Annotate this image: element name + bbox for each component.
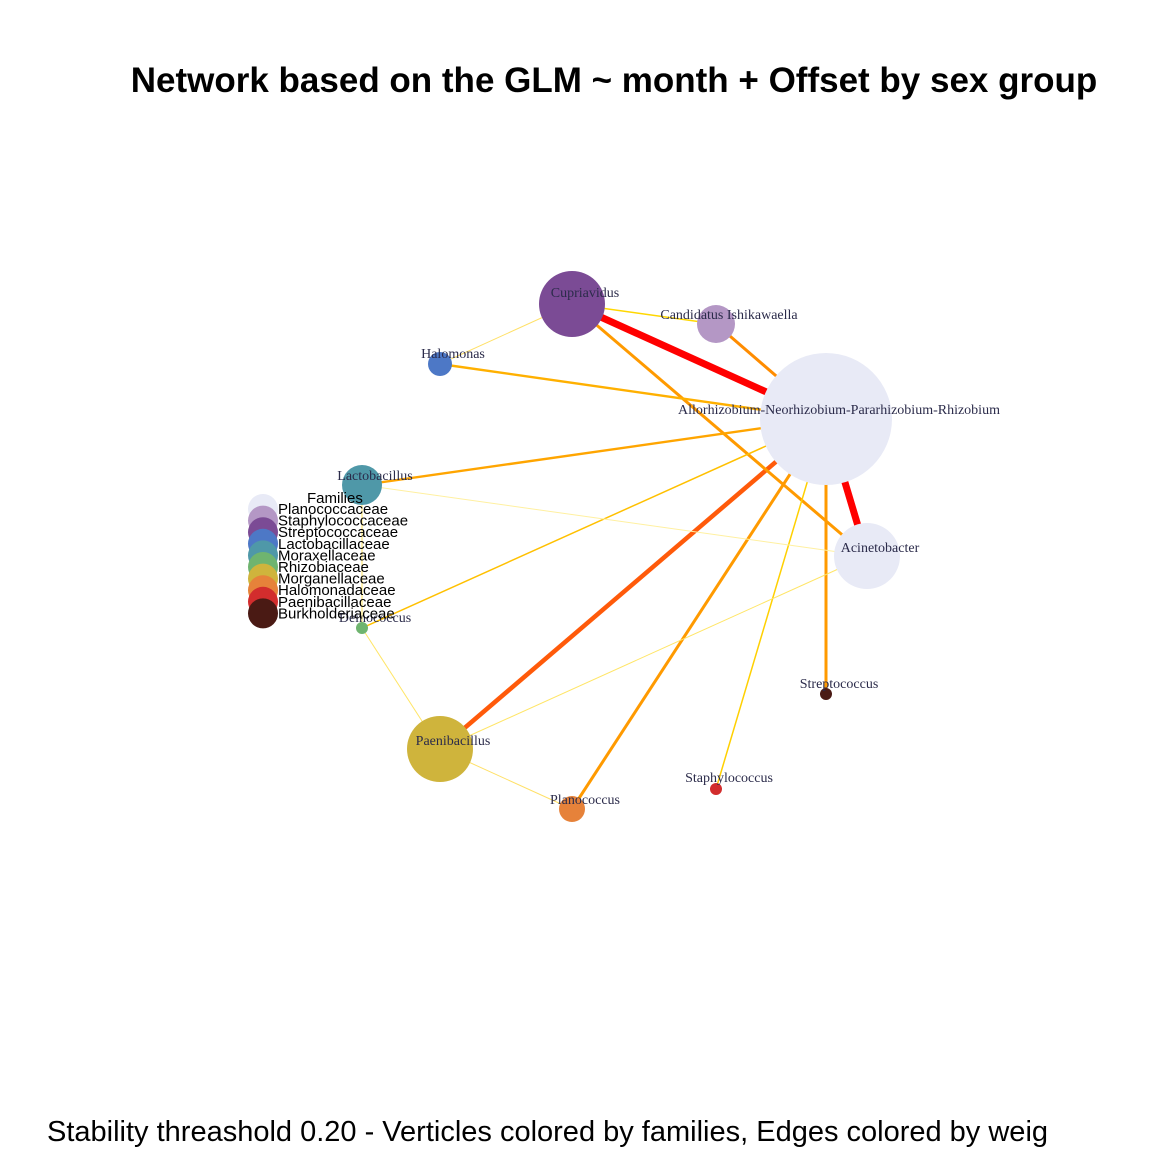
node-label-layer: Cupriavidus Candidatus Ishikawaella Halomo… [337, 286, 1000, 808]
legend-label: Streptococcaceae [278, 524, 398, 541]
node-lactobacillus [342, 465, 382, 505]
node-candidatus [697, 305, 735, 343]
edge-unknown-rhizobium [361, 418, 827, 629]
legend-title: Families [307, 490, 363, 507]
node-label-halomonas: Halomonas [421, 347, 485, 362]
legend-label: Lactobacillaceae [278, 536, 390, 553]
node-label-planococcus: Planococcus [550, 793, 620, 808]
legend-label: Halomonadaceae [278, 582, 396, 599]
node-cupriavidus [539, 271, 605, 337]
legend-label: Morganellaceae [278, 571, 385, 588]
node-label-rhizobium: Allorhizobium-Neorhizobium-Pararhizobium… [678, 403, 1000, 418]
edge-cupriavidus-acinetobacter [571, 302, 868, 558]
node-rhizobium [760, 353, 892, 485]
caption: Stability threashold 0.20 - Verticles co… [47, 1116, 1048, 1148]
legend-label: Moraxellaceae [278, 547, 376, 564]
node-label-streptococcus: Streptococcus [800, 677, 879, 692]
node-paenibacillus [407, 716, 473, 782]
node-unknown [356, 622, 368, 634]
node-acinetobacter [834, 523, 900, 589]
legend-swatch [248, 598, 278, 629]
node-layer [342, 271, 900, 822]
node-staphylococcus [710, 783, 722, 795]
legend-label: Rhizobiaceae [278, 559, 369, 576]
node-halomonas [428, 352, 452, 376]
legend-label: Paenibacillaceae [278, 594, 391, 611]
edge-lactobacillus-rhizobium [361, 417, 827, 487]
plot-title: Network based on the GLM ~ month + Offse… [131, 61, 1098, 100]
edge-rhizobium-paenibacillus [438, 417, 828, 751]
node-label-unknown: Deinococcus [339, 611, 411, 626]
edge-rhizobium-planococcus [570, 418, 828, 810]
node-label-staphylococcus: Staphylococcus [685, 771, 773, 786]
legend-label: Burkholderiaceae [278, 605, 395, 622]
edge-paenibacillus-acinetobacter [439, 555, 868, 750]
node-label-candidatus: Candidatus Ishikawaella [660, 308, 798, 323]
node-planococcus [559, 796, 585, 822]
legend-label: Staphylococcaceae [278, 513, 408, 530]
edge-lactobacillus-acinetobacter [361, 484, 868, 557]
legend-label: Planococcaceae [278, 501, 388, 518]
legend: Families PlanococcaceaeStaphylococcaceae… [248, 490, 408, 629]
node-label-lactobacillus: Lactobacillus [337, 469, 412, 484]
node-label-cupriavidus: Cupriavidus [551, 286, 619, 301]
node-streptococcus [820, 688, 832, 700]
node-label-paenibacillus: Paenibacillus [416, 734, 491, 749]
node-label-acinetobacter: Acinetobacter [841, 541, 920, 556]
